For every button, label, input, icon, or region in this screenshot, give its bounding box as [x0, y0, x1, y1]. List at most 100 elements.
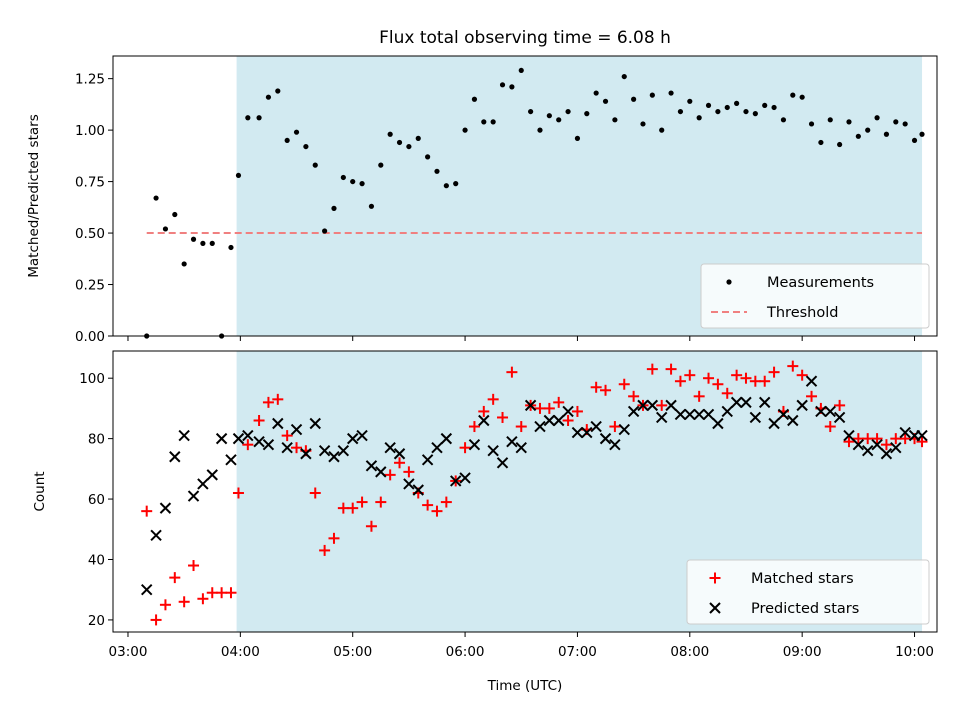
predicted-star-point [253, 435, 265, 448]
measurement-point [303, 143, 309, 150]
measurement-point [453, 181, 459, 187]
matched-star-point [721, 387, 733, 399]
matched-star-point [590, 381, 602, 393]
matched-star-point [216, 587, 228, 599]
predicted-star-point-stroke [159, 502, 172, 514]
matched-star-point [403, 466, 415, 478]
matched-star-point [188, 560, 200, 572]
predicted-star-point-stroke [562, 405, 574, 418]
matched-star-point [571, 405, 583, 417]
predicted-star-point [431, 441, 443, 454]
measurement-point [911, 137, 918, 144]
matched-star-point [431, 505, 443, 517]
predicted-star-point [375, 466, 387, 478]
matched-star-point [880, 439, 892, 451]
predicted-star-point-stroke [684, 408, 696, 421]
ratio-y-ticks: 0.00 0.25 0.50 0.75 1.00 1.25 [75, 72, 113, 345]
predicted-star-point-stroke [421, 454, 434, 466]
matched-star-point [328, 532, 340, 544]
matched-star-point [197, 593, 209, 605]
matched-star-point [384, 469, 396, 481]
predicted-star-point [337, 445, 350, 457]
measurement-point [481, 119, 487, 125]
matched-star-point [150, 614, 162, 626]
predicted-star-point-stroke [225, 454, 237, 466]
predicted-star-point [581, 426, 593, 439]
measurement-point [537, 127, 543, 133]
predicted-star-point [328, 451, 340, 463]
matched-star-point [515, 421, 527, 433]
measurement-point [275, 88, 281, 94]
predicted-star-point [777, 408, 790, 421]
predicted-star-point [899, 426, 911, 439]
predicted-star-point [178, 429, 190, 442]
predicted-star-point-stroke [777, 408, 790, 421]
predicted-star-point [590, 420, 602, 433]
measurement-point [256, 115, 262, 121]
predicted-star-point [646, 399, 659, 412]
predicted-star-point [450, 475, 462, 487]
predicted-star-point-stroke [646, 399, 659, 412]
predicted-star-point [515, 441, 527, 454]
predicted-star-point [225, 454, 237, 466]
predicted-star-point-stroke [916, 429, 928, 442]
predicted-star-point-stroke [730, 396, 743, 409]
measurement-point [865, 127, 871, 133]
ratio-y-tick-label: 0.25 [75, 278, 105, 294]
predicted-star-point-stroke [232, 432, 245, 445]
matched-star-point [693, 390, 705, 402]
measurement-point [228, 244, 234, 251]
predicted-star-point-stroke [318, 445, 331, 457]
predicted-star-point-stroke [487, 445, 499, 457]
matched-star-point [703, 372, 715, 384]
predicted-star-point [702, 408, 715, 421]
measurement-point [200, 240, 206, 246]
measurement-point [827, 117, 833, 123]
predicted-star-point-stroke [403, 478, 415, 490]
predicted-star-point-stroke [150, 529, 162, 542]
predicted-star-point [599, 432, 612, 445]
predicted-star-point [487, 445, 499, 457]
predicted-star-point [880, 448, 893, 460]
time-x-tick-label: 03:00 [109, 644, 148, 660]
predicted-star-point-stroke [524, 399, 537, 412]
matched-star-point [618, 378, 630, 390]
matched-star-point [553, 396, 565, 408]
predicted-star-point [403, 478, 415, 490]
measurement-point [790, 92, 796, 98]
legend-measurements-label: Measurements [767, 275, 874, 291]
matched-star-point [281, 430, 293, 442]
predicted-star-point-stroke [768, 417, 780, 430]
measurement-point [293, 129, 300, 135]
measurement-point [677, 108, 684, 115]
measurement-point [780, 117, 787, 123]
predicted-star-point [637, 399, 649, 412]
predicted-star-point [627, 405, 640, 418]
measurement-point [621, 73, 627, 80]
measurement-point [855, 133, 861, 139]
predicted-star-point-stroke [890, 441, 902, 454]
measurement-point [312, 162, 318, 168]
matched-star-point [731, 369, 743, 381]
matched-star-point [253, 414, 265, 426]
matched-star-point [262, 396, 274, 408]
predicted-star-point-stroke [843, 429, 855, 442]
predicted-star-point-stroke [815, 405, 827, 418]
predicted-star-point-stroke [309, 417, 321, 430]
measurement-point [640, 121, 646, 127]
measurement-point [190, 236, 197, 242]
measurement-point [153, 195, 159, 201]
measurement-point [528, 108, 534, 115]
measurement-point [406, 143, 412, 150]
predicted-star-point-stroke [833, 411, 846, 424]
measurement-point [350, 178, 356, 185]
predicted-star-point [187, 490, 200, 502]
time-x-tick-label: 09:00 [783, 644, 822, 660]
matched-star-point [159, 599, 171, 611]
predicted-star-point [421, 454, 434, 466]
matched-star-point [422, 499, 434, 511]
count-y-axis-label: Count [32, 471, 48, 511]
legend-matched-label: Matched stars [751, 571, 854, 587]
measurement-point [396, 139, 403, 146]
predicted-star-point [543, 414, 556, 427]
